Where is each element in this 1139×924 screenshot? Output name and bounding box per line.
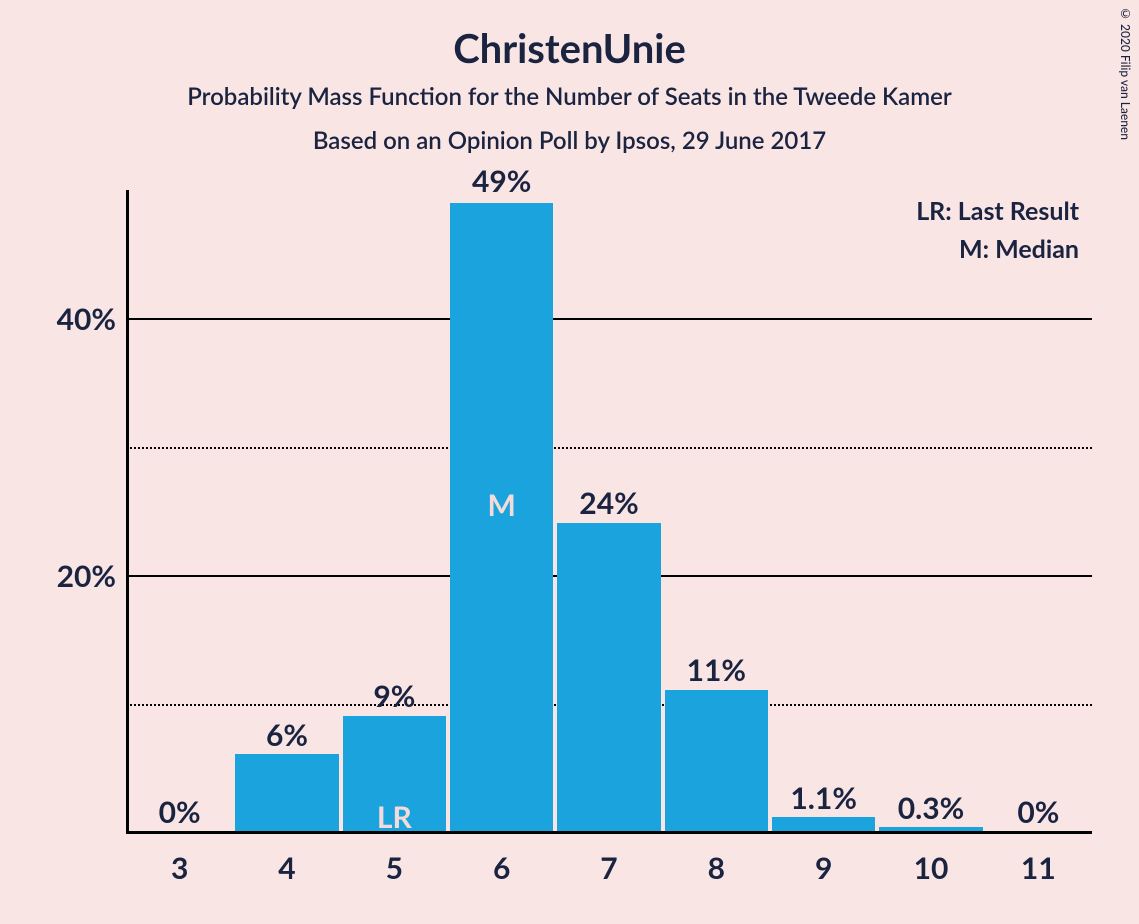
legend-median: M: Median: [959, 234, 1079, 264]
xtick-label: 7: [600, 850, 617, 886]
xtick-label: 6: [493, 850, 510, 886]
bar-value-label: 6%: [266, 717, 308, 753]
chart-subtitle-1: Probability Mass Function for the Number…: [0, 82, 1139, 111]
bar-value-label: 11%: [687, 652, 746, 688]
bar: [665, 690, 768, 831]
legend-last-result: LR: Last Result: [916, 196, 1079, 226]
x-axis-line: [126, 831, 1092, 834]
xtick-label: 4: [278, 850, 295, 886]
xtick-label: 8: [708, 850, 725, 886]
bar-inner-label: LR: [377, 799, 412, 835]
bar-value-label: 0.3%: [898, 790, 965, 826]
plot-area: 0%6%9%LR49%M24%11%1.1%0.3%0%: [126, 190, 1092, 834]
ytick-label: 40%: [36, 301, 116, 337]
bar-value-label: 49%: [472, 163, 531, 199]
xtick-label: 5: [386, 850, 403, 886]
xtick-label: 9: [815, 850, 832, 886]
bar-value-label: 0%: [159, 794, 201, 830]
bar-value-label: 0%: [1017, 794, 1059, 830]
bar: [879, 827, 982, 831]
bar-value-label: 1.1%: [790, 780, 857, 816]
bar: [772, 817, 875, 831]
bar-inner-label: M: [487, 487, 515, 523]
xtick-label: 11: [1021, 850, 1056, 886]
xtick-label: 3: [171, 850, 188, 886]
ytick-label: 20%: [36, 558, 116, 594]
gridline-minor: [126, 447, 1092, 449]
xtick-label: 10: [914, 850, 949, 886]
y-axis-line: [126, 190, 129, 834]
bar-value-label: 9%: [373, 678, 415, 714]
gridline-major: [126, 318, 1092, 320]
chart-subtitle-2: Based on an Opinion Poll by Ipsos, 29 Ju…: [0, 126, 1139, 155]
chart-container: © 2020 Filip van Laenen ChristenUnie Pro…: [0, 0, 1139, 924]
bar: [557, 523, 660, 831]
bar-value-label: 24%: [579, 485, 638, 521]
chart-title: ChristenUnie: [0, 24, 1139, 72]
bar: [235, 754, 338, 831]
